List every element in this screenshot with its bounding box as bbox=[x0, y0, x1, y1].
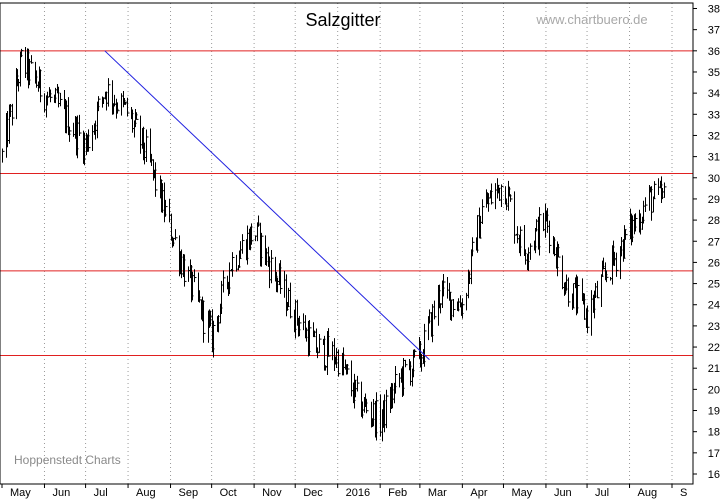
y-tick-label: 22 bbox=[708, 342, 720, 354]
trend-line bbox=[104, 50, 430, 361]
y-tick-label: 31 bbox=[708, 152, 720, 164]
y-tick-label: 26 bbox=[708, 257, 720, 269]
y-tick-label: 38 bbox=[708, 4, 720, 16]
x-tick-label: Aug bbox=[638, 487, 658, 499]
y-tick-label: 21 bbox=[708, 363, 720, 375]
price-bars bbox=[2, 46, 667, 442]
x-tick-label: 2016 bbox=[346, 487, 370, 499]
x-tick-label: Jul bbox=[94, 487, 108, 499]
y-tick-label: 25 bbox=[708, 279, 720, 291]
x-tick-label: Nov bbox=[262, 487, 282, 499]
y-tick-label: 27 bbox=[708, 236, 720, 248]
x-tick-label: Feb bbox=[388, 487, 407, 499]
support-lines bbox=[0, 50, 693, 357]
x-tick-label: Jul bbox=[595, 487, 609, 499]
y-tick-label: 35 bbox=[708, 67, 720, 79]
watermark-text: www.chartbuero.de bbox=[535, 12, 647, 27]
y-tick-label: 37 bbox=[708, 25, 720, 37]
y-tick-label: 34 bbox=[708, 88, 720, 100]
y-tick-label: 20 bbox=[708, 384, 720, 396]
y-tick-label: 24 bbox=[708, 300, 720, 312]
y-tick-label: 18 bbox=[708, 427, 720, 439]
x-tick-label: May bbox=[10, 487, 31, 499]
y-tick-label: 32 bbox=[708, 130, 720, 142]
x-tick-label: Sep bbox=[179, 487, 199, 499]
y-tick-label: 17 bbox=[708, 448, 720, 460]
y-axis: 16 17 18 19 20 21 22 23 24 25 26 27 28 29 30 31 32 33 34 35… bbox=[693, 4, 720, 481]
x-tick-label: S bbox=[680, 487, 687, 499]
y-tick-label: 30 bbox=[708, 173, 720, 185]
trend-lines bbox=[104, 50, 430, 361]
x-tick-label: Dec bbox=[303, 487, 323, 499]
x-tick-label: Mar bbox=[428, 487, 447, 499]
y-tick-label: 19 bbox=[708, 406, 720, 418]
grid-lines bbox=[43, 3, 673, 484]
x-tick-label: Jun bbox=[52, 487, 70, 499]
y-tick-label: 16 bbox=[708, 469, 720, 481]
credit-text: Hoppenstedt Charts bbox=[14, 453, 121, 467]
x-tick-label: Apr bbox=[470, 487, 487, 499]
x-tick-label: Aug bbox=[136, 487, 156, 499]
x-tick-label: Jun bbox=[554, 487, 572, 499]
plot-frame bbox=[0, 2, 694, 485]
x-tick-label: Oct bbox=[220, 487, 237, 499]
chart-title: Salzgitter bbox=[305, 10, 380, 30]
y-tick-label: 23 bbox=[708, 321, 720, 333]
x-axis: May Jun Jul Aug Sep Oct Nov Dec 2016 Feb Mar Apr May… bbox=[1, 484, 687, 499]
y-tick-label: 29 bbox=[708, 194, 720, 206]
y-tick-label: 36 bbox=[708, 46, 720, 58]
y-tick-label: 33 bbox=[708, 109, 720, 121]
x-tick-label: May bbox=[511, 487, 532, 499]
y-tick-label: 28 bbox=[708, 215, 720, 227]
